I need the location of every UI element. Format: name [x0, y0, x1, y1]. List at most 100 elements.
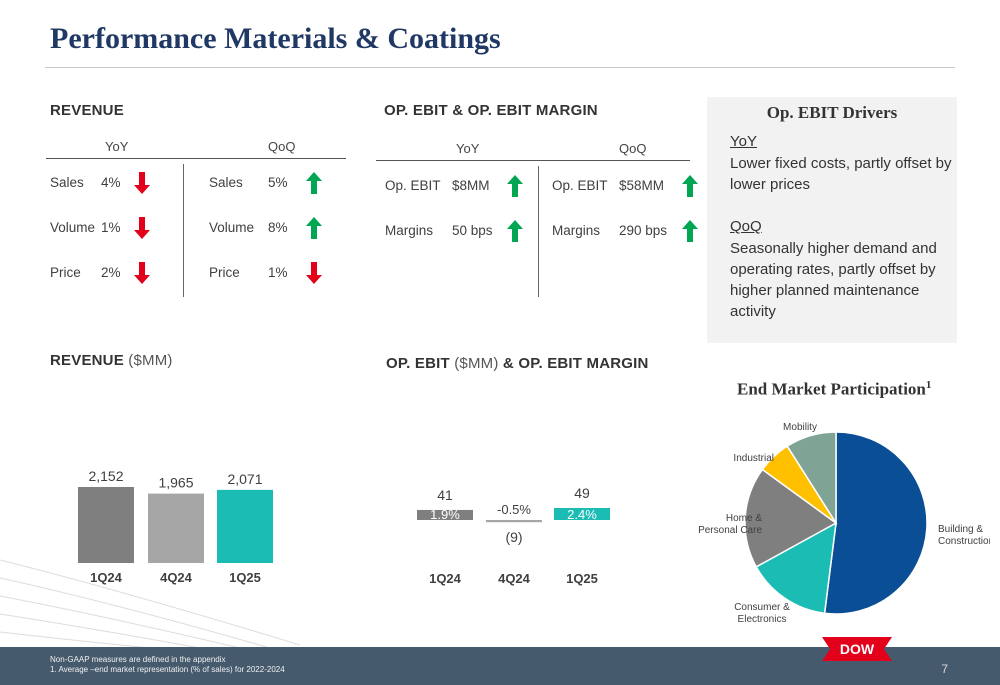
arrow-down-icon [134, 262, 150, 284]
row-value: 8% [268, 220, 288, 235]
pie-label-line: Construction [938, 536, 990, 547]
pie-slice-label: Home & Personal Care [698, 513, 762, 536]
footnote-non-gaap: Non-GAAP measures are defined in the app… [50, 655, 226, 664]
revenue-value-label: 1,965 [158, 475, 193, 491]
revenue-column-divider [183, 164, 184, 297]
revenue-value-label: 2,152 [88, 468, 123, 484]
ebit-bar [554, 508, 610, 520]
arrow-down-icon [306, 262, 322, 284]
row-label: Op. EBIT [385, 178, 441, 193]
ebit-yoy-header: YoY [456, 141, 480, 156]
ebit-drivers-title: Op. EBIT Drivers [766, 103, 898, 122]
footnote-end-market: 1. Average –end market representation (%… [50, 665, 285, 674]
ebit-bar-chart: 41 1.9% 1Q24 (9) -0.5% 4Q24 49 2.4% 1Q25 [417, 485, 610, 586]
ebit-chart-heading-part1: OP. EBIT [386, 355, 450, 372]
revenue-value-label: 2,071 [227, 471, 262, 487]
arrow-up-icon [682, 175, 698, 197]
ebit-value-label: 41 [437, 487, 453, 503]
row-value: 5% [268, 175, 288, 190]
ebit-margin-label: 1.9% [430, 507, 460, 522]
row-value: 50 bps [452, 223, 493, 238]
ebit-drivers-panel: Op. EBIT Drivers YoY Lower fixed costs, … [707, 97, 957, 343]
dow-logo: DOW [822, 637, 892, 661]
background-swoosh-lines [0, 559, 300, 649]
revenue-yoy-header: YoY [105, 139, 129, 154]
arrow-up-icon [507, 220, 523, 242]
arrow-up-icon [682, 220, 698, 242]
revenue-bar [78, 487, 134, 563]
revenue-table-heading: REVENUE [50, 102, 124, 119]
title-divider [45, 67, 955, 68]
revenue-category-label: 1Q24 [90, 570, 123, 585]
row-value: $8MM [452, 178, 490, 193]
pie-slice-label: Building & Construction [938, 524, 990, 547]
ebit-chart-heading-unit: ($MM) [454, 355, 499, 372]
arrow-up-icon [306, 217, 322, 239]
pie-slice-label: Industrial [733, 453, 774, 464]
ebit-category-label: 1Q25 [566, 571, 598, 586]
page-title: Performance Materials & Coatings [50, 22, 501, 55]
ebit-value-label: (9) [505, 529, 522, 545]
pie-chart-title-text: End Market Participation [737, 379, 926, 399]
row-value: 1% [268, 265, 288, 280]
revenue-chart-heading-unit: ($MM) [128, 352, 173, 369]
row-label: Margins [552, 223, 601, 238]
pie-chart-title: End Market Participation1 [737, 379, 931, 400]
ebit-category-label: 1Q24 [429, 571, 462, 586]
ebit-value-label: 49 [574, 485, 590, 501]
ebit-bar [417, 509, 473, 520]
row-label: Volume [209, 220, 255, 235]
pie-slice [755, 521, 837, 615]
revenue-header-rule [46, 158, 346, 159]
drivers-qoq-heading: QoQ [730, 218, 762, 235]
pie-label-line: Electronics [738, 614, 787, 625]
row-label: Sales [209, 175, 243, 190]
page-number: 7 [941, 662, 948, 676]
drivers-qoq-text: Seasonally higher demand and operating r… [730, 240, 937, 320]
revenue-bar [217, 489, 273, 563]
ebit-column-divider [538, 166, 539, 297]
arrow-up-icon [507, 175, 523, 197]
row-label: Sales [50, 175, 84, 190]
arrow-up-icon [306, 172, 322, 194]
revenue-category-label: 1Q25 [229, 570, 261, 585]
revenue-category-label: 4Q24 [160, 570, 193, 585]
drivers-yoy-text: Lower fixed costs, partly offset by lowe… [730, 155, 952, 193]
row-label: Price [50, 265, 81, 280]
ebit-table-heading: OP. EBIT & OP. EBIT MARGIN [384, 102, 598, 119]
row-label: Volume [50, 220, 96, 235]
pie-label-line: Personal Care [698, 525, 762, 536]
svg-text:DOW: DOW [840, 641, 875, 657]
pie-label-line: Consumer & [734, 602, 790, 613]
row-value: 2% [101, 265, 121, 280]
pie-slice [823, 431, 928, 615]
revenue-chart-heading: REVENUE ($MM) [50, 352, 173, 369]
end-market-pie-chart: Building & Construction Consumer & Electron… [698, 422, 990, 625]
row-value: 4% [101, 175, 121, 190]
pie-chart-title-footnote-mark: 1 [925, 379, 932, 391]
ebit-qoq-header: QoQ [619, 141, 647, 156]
arrow-down-icon [134, 172, 150, 194]
ebit-bar [486, 520, 542, 523]
pie-label-line: Building & [938, 524, 983, 535]
row-label: Op. EBIT [552, 178, 608, 193]
pie-slice-label: Consumer & Electronics [734, 602, 790, 625]
arrow-down-icon [134, 217, 150, 239]
ebit-chart-heading: OP. EBIT ($MM) & OP. EBIT MARGIN [386, 355, 649, 372]
revenue-qoq-header: QoQ [268, 139, 296, 154]
row-value: 1% [101, 220, 121, 235]
row-label: Margins [385, 223, 434, 238]
ebit-margin-label: 2.4% [567, 507, 597, 522]
revenue-bar-chart: 2,152 1Q24 1,965 4Q24 2,071 1Q25 [78, 468, 273, 585]
pie-slice [786, 431, 837, 526]
pie-slice [744, 468, 838, 568]
drivers-yoy-heading: YoY [730, 133, 757, 150]
ebit-header-rule [376, 160, 690, 161]
row-value: $58MM [619, 178, 665, 193]
row-value: 290 bps [619, 223, 668, 238]
revenue-chart-heading-main: REVENUE [50, 352, 124, 369]
pie-slice-label: Mobility [783, 422, 817, 433]
revenue-bar [148, 493, 204, 563]
pie-label-line: Home & [726, 513, 762, 524]
row-label: Price [209, 265, 240, 280]
